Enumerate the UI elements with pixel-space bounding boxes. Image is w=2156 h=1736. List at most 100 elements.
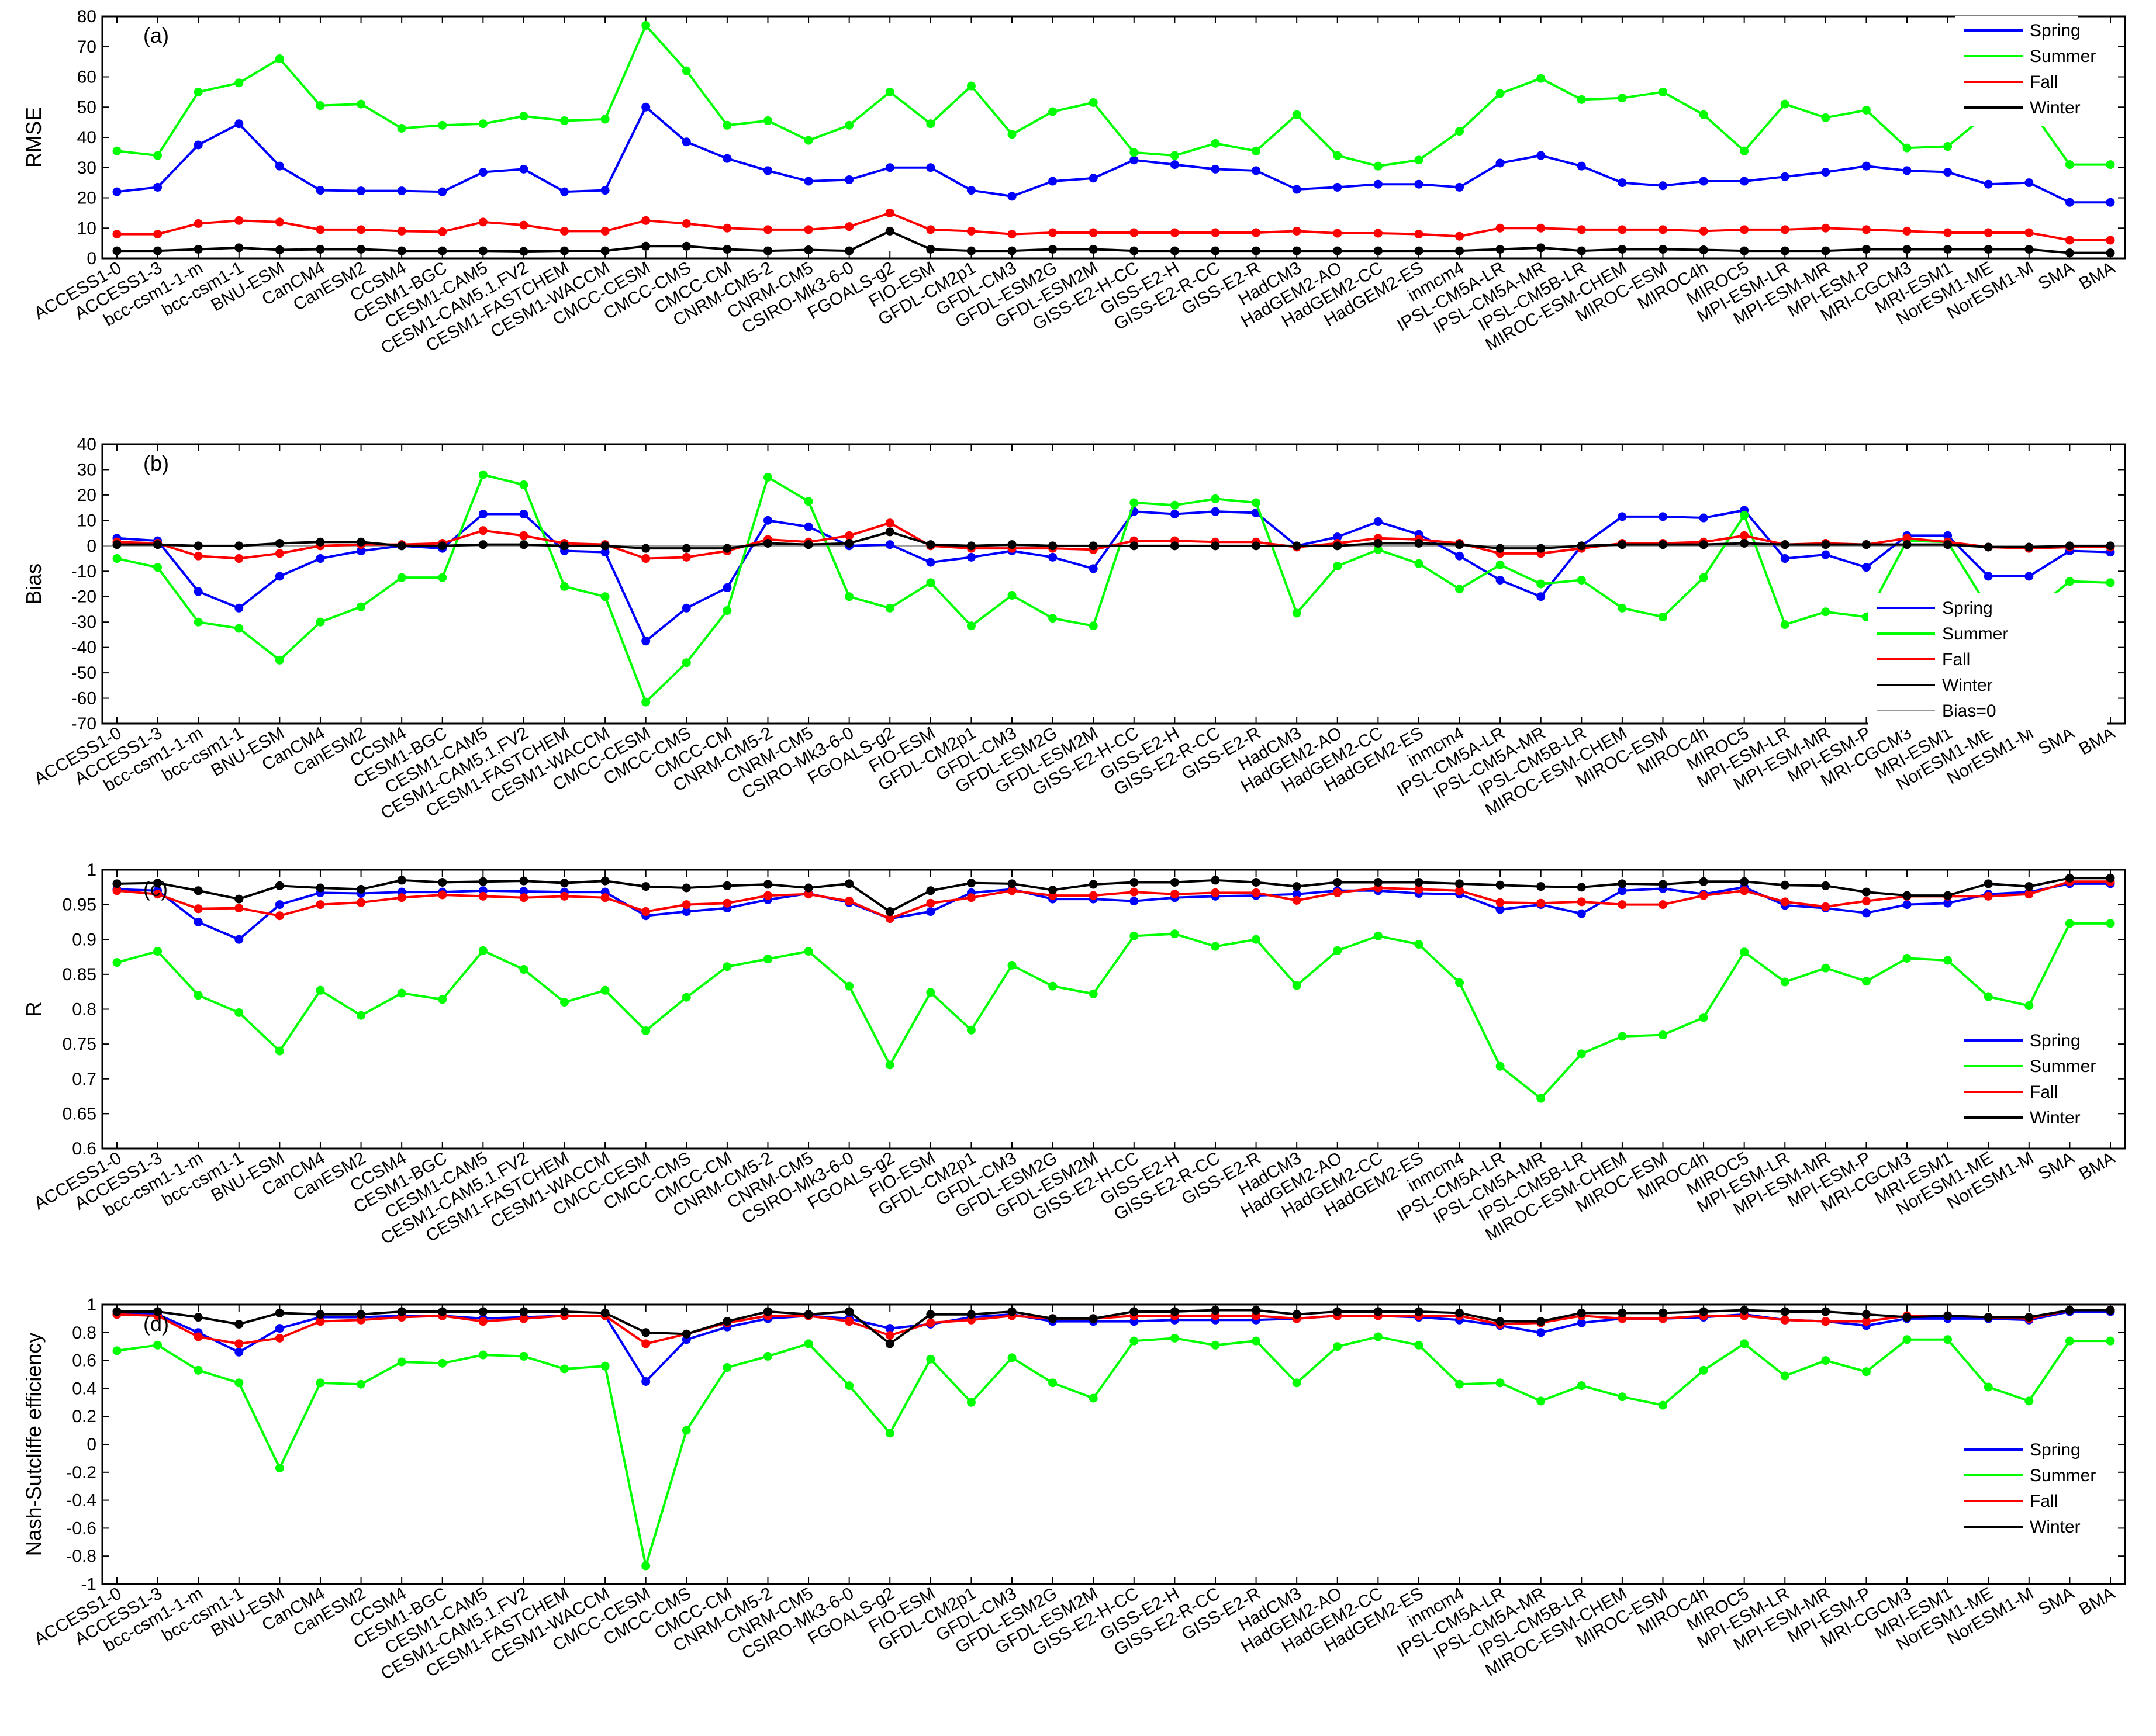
data-point-summer bbox=[560, 998, 569, 1007]
data-point-fall bbox=[885, 914, 894, 923]
data-point-winter bbox=[1129, 246, 1139, 255]
data-point-fall bbox=[641, 1339, 651, 1348]
data-point-winter bbox=[1414, 877, 1423, 887]
data-point-winter bbox=[885, 1339, 894, 1348]
data-point-summer bbox=[1373, 1332, 1383, 1341]
y-tick-label: 30 bbox=[77, 158, 96, 178]
data-point-summer bbox=[1333, 151, 1342, 160]
data-point-winter bbox=[438, 877, 447, 887]
data-point-summer bbox=[357, 1379, 366, 1389]
data-point-summer bbox=[438, 1358, 447, 1368]
data-point-winter bbox=[275, 881, 284, 890]
data-point-summer bbox=[600, 985, 610, 995]
data-point-fall bbox=[2024, 890, 2034, 899]
series-line-fall bbox=[116, 1309, 2110, 1346]
y-tick-label: 0.9 bbox=[72, 930, 96, 949]
series-line-winter bbox=[117, 530, 2110, 550]
data-point-summer bbox=[1861, 105, 1871, 115]
data-point-summer bbox=[1170, 500, 1179, 510]
data-point-fall bbox=[845, 1317, 854, 1326]
data-point-summer bbox=[1048, 981, 1058, 991]
data-point-summer bbox=[1821, 113, 1830, 122]
data-point-summer bbox=[682, 658, 691, 668]
panel-d: -1-0.8-0.6-0.4-0.200.20.40.60.81ACCESS1-… bbox=[22, 1295, 2126, 1684]
y-tick-label: -30 bbox=[71, 613, 96, 632]
data-point-summer bbox=[1455, 978, 1464, 987]
data-point-winter bbox=[1333, 877, 1342, 887]
data-point-summer bbox=[397, 1357, 406, 1367]
data-point-winter bbox=[1658, 880, 1667, 889]
data-point-winter bbox=[1414, 246, 1423, 255]
axes-box bbox=[101, 15, 2126, 260]
data-point-winter bbox=[1455, 879, 1464, 888]
data-point-winter bbox=[1699, 540, 1708, 549]
data-point-winter bbox=[194, 886, 203, 895]
data-point-summer bbox=[641, 1561, 651, 1571]
data-point-winter bbox=[560, 1307, 569, 1316]
data-point-summer bbox=[357, 99, 366, 109]
data-point-winter bbox=[763, 1307, 772, 1316]
data-point-fall bbox=[1821, 223, 1830, 233]
data-point-spring bbox=[275, 1324, 284, 1333]
x-tick-label: BMA bbox=[2076, 1583, 2119, 1619]
data-point-spring bbox=[1089, 174, 1098, 183]
data-point-summer bbox=[966, 81, 976, 91]
data-point-winter bbox=[966, 1310, 976, 1319]
y-tick-label: 30 bbox=[77, 460, 96, 479]
data-point-fall bbox=[275, 911, 284, 921]
data-point-winter bbox=[1129, 541, 1139, 551]
data-point-summer bbox=[1211, 942, 1220, 951]
y-tick-label: 0.2 bbox=[72, 1407, 96, 1426]
data-point-spring bbox=[966, 552, 976, 562]
data-point-summer bbox=[560, 1364, 569, 1374]
data-point-summer bbox=[1414, 1340, 1423, 1350]
y-tick-label: 0.7 bbox=[72, 1070, 96, 1089]
data-point-summer bbox=[560, 582, 569, 591]
data-point-winter bbox=[966, 541, 976, 551]
data-point-summer bbox=[1536, 74, 1546, 83]
data-point-winter bbox=[1089, 1314, 1098, 1323]
data-point-fall bbox=[1252, 888, 1261, 897]
data-point-summer bbox=[1821, 607, 1830, 617]
data-point-fall bbox=[275, 1333, 284, 1343]
data-point-summer bbox=[153, 563, 163, 572]
data-point-spring bbox=[234, 119, 244, 129]
legend-entry: Bias=0 bbox=[1942, 701, 1996, 721]
data-point-winter bbox=[438, 541, 447, 551]
data-point-fall bbox=[478, 526, 488, 535]
data-point-fall bbox=[845, 222, 854, 231]
series-line-summer bbox=[116, 1335, 2110, 1566]
data-point-spring bbox=[885, 163, 894, 172]
data-point-summer bbox=[723, 120, 732, 130]
data-point-spring bbox=[1984, 572, 1993, 581]
data-point-summer bbox=[316, 101, 325, 110]
y-tick-label: 0.4 bbox=[72, 1379, 96, 1398]
data-point-summer bbox=[234, 78, 244, 88]
data-point-spring bbox=[926, 163, 935, 172]
data-point-fall bbox=[275, 549, 284, 558]
data-point-winter bbox=[1211, 876, 1220, 885]
legend-entry: Spring bbox=[2030, 1440, 2081, 1460]
data-point-winter bbox=[397, 541, 406, 551]
data-point-summer bbox=[1414, 940, 1423, 949]
data-point-winter bbox=[926, 540, 935, 549]
legend-entry: Spring bbox=[2030, 1031, 2081, 1050]
data-point-summer bbox=[1129, 148, 1139, 157]
data-point-summer bbox=[234, 1378, 244, 1388]
data-point-winter bbox=[234, 243, 244, 253]
data-point-summer bbox=[600, 115, 610, 124]
data-point-winter bbox=[112, 540, 122, 549]
y-tick-label: 10 bbox=[77, 511, 96, 530]
data-point-spring bbox=[478, 510, 488, 518]
data-point-winter bbox=[600, 876, 610, 886]
data-point-summer bbox=[1170, 1333, 1179, 1343]
data-point-spring bbox=[275, 572, 284, 581]
y-tick-label: 0.75 bbox=[63, 1035, 96, 1054]
data-point-summer bbox=[845, 981, 854, 991]
data-point-spring bbox=[845, 175, 854, 184]
data-point-fall bbox=[234, 216, 244, 225]
data-point-fall bbox=[316, 900, 325, 910]
data-point-winter bbox=[1740, 1306, 1749, 1315]
data-point-summer bbox=[153, 947, 163, 956]
series-line-summer bbox=[116, 23, 2110, 168]
